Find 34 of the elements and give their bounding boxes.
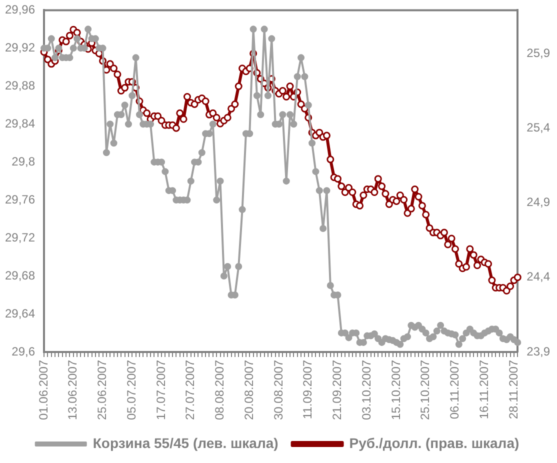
y2-tick-label: 25,4: [526, 120, 550, 134]
y-tick-label: 29,76: [5, 192, 36, 206]
x-tick-label: 08.08.2007: [212, 360, 227, 420]
x-tick-label: 16.11.2007: [476, 360, 491, 420]
y2-tick-label: 23,9: [526, 344, 550, 358]
y-tick-label: 29,8: [12, 154, 36, 168]
y-tick-label: 29,6: [12, 344, 36, 358]
legend-label: Корзина 55/45 (лев. шкала): [92, 434, 278, 451]
y-tick-label: 29,72: [5, 230, 36, 244]
y2-tick-label: 24,4: [526, 270, 550, 284]
x-tick-label: 25.10.2007: [418, 360, 432, 420]
x-tick-label: 15.10.2007: [388, 360, 403, 420]
y2-tick-label: 24,9: [526, 195, 550, 210]
y-tick-label: 29,84: [5, 116, 36, 130]
x-tick-label: 01.06.2007: [36, 360, 50, 420]
x-tick-label: 25.06.2007: [95, 360, 110, 420]
y2-tick-label: 25,9: [526, 46, 550, 60]
x-tick-label: 05.07.2007: [124, 360, 138, 420]
x-tick-label: 11.09.2007: [300, 360, 315, 420]
x-tick-label: 27.07.2007: [183, 360, 198, 420]
y-tick-label: 29,88: [5, 78, 36, 92]
y-tick-label: 29,68: [5, 268, 36, 282]
x-tick-label: 20.08.2007: [242, 360, 256, 420]
x-tick-label: 21.09.2007: [330, 360, 344, 420]
x-tick-label: 13.06.2007: [66, 360, 80, 420]
y-tick-label: 29,92: [5, 40, 36, 54]
y-tick-label: 29,96: [5, 2, 36, 17]
x-tick-label: 03.10.2007: [359, 360, 374, 420]
x-tick-label: 17.07.2007: [154, 360, 168, 420]
x-tick-label: 30.08.2007: [271, 360, 286, 420]
legend-label: Руб./долл. (прав. шкала): [349, 434, 520, 451]
x-tick-label: 06.11.2007: [448, 360, 462, 420]
y-tick-label: 29,64: [5, 306, 36, 320]
x-tick-label: 28.11.2007: [506, 360, 520, 420]
